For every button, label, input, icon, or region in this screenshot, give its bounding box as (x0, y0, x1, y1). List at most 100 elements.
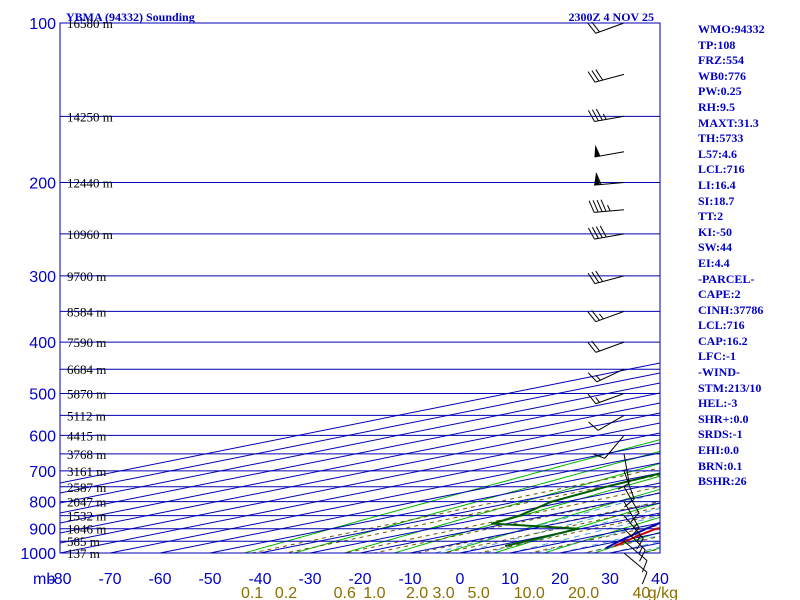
series-layer (491, 472, 660, 550)
index-item: SI:18.7 (698, 193, 735, 208)
wind-barb (588, 414, 625, 431)
mixing-ratio-tick-label: 10.0 (514, 585, 545, 600)
height-label: 3161 m (67, 464, 106, 479)
temperature-tick-label: 0 (456, 571, 465, 588)
wind-barb-flag (587, 342, 597, 353)
temperature-tick-label: -10 (398, 571, 421, 588)
height-label: 14250 m (67, 109, 113, 124)
isotherm (60, 392, 660, 514)
index-item: L57:4.6 (698, 146, 737, 161)
wind-barb-flag (591, 340, 600, 352)
isotherm (60, 382, 660, 504)
wind-barb-flag (587, 110, 595, 122)
wind-barb-flag (596, 199, 603, 212)
index-item: BSHR:26 (698, 474, 747, 489)
wind-barb-flag (587, 227, 595, 240)
height-label: 5112 m (67, 408, 106, 423)
wind-barb (587, 368, 625, 383)
mixing-ratio-tick-label: 3.0 (432, 585, 454, 600)
wind-barb-shaft (595, 310, 625, 323)
wind-barb-shaft (623, 552, 648, 573)
index-item: CAP:16.2 (698, 333, 748, 348)
wind-barb-flag (630, 512, 640, 523)
wind-barb (587, 69, 625, 83)
isotherm (60, 402, 660, 524)
wind-barb-flag (587, 311, 597, 322)
wind-barb-shaft (595, 393, 625, 405)
wind-barb-flag (595, 270, 604, 282)
temperature-tick-label: -70 (98, 571, 121, 588)
wind-barb (587, 225, 625, 240)
isotherm (60, 412, 660, 534)
height-label: 9700 m (67, 269, 106, 284)
height-label: 1046 m (67, 522, 106, 537)
wind-barb-flag (595, 172, 602, 185)
temperature-tick-label: 40 (651, 571, 669, 588)
wind-barb-shaft (594, 151, 625, 158)
index-item: KI:-50 (698, 224, 732, 239)
wind-barb-shaft (597, 414, 625, 431)
mixing-ratio-line (251, 467, 660, 553)
wind-barb (587, 108, 625, 123)
wind-barb-flag (639, 549, 646, 562)
wind-barb (594, 144, 625, 158)
chart-title: YBMA (94332) Sounding (66, 10, 195, 24)
index-item: LI:16.4 (698, 177, 736, 192)
wind-barb-half-flag (636, 535, 642, 542)
wind-barb (623, 528, 646, 562)
temperature-tick-label: -30 (298, 571, 321, 588)
wind-barb-half-flag (595, 375, 601, 381)
wind-barb-flag (595, 69, 604, 81)
index-item: RH:9.5 (698, 99, 735, 114)
wind-barb-shaft (623, 453, 630, 484)
index-item: -PARCEL- (698, 271, 755, 286)
index-item: LCL:716 (698, 318, 745, 333)
wind-barb-flag (591, 109, 599, 122)
wind-barb-shaft (596, 368, 625, 383)
index-item: SRDS:-1 (698, 427, 743, 442)
wind-barb (587, 340, 625, 353)
temperature-tick-label: 10 (501, 571, 519, 588)
temperature-tick-label: -60 (148, 571, 171, 588)
wind-barb-flag (592, 453, 605, 459)
wind-barb-half-flag (607, 204, 611, 212)
mixing-ratio-unit-label: g/kg (648, 585, 678, 600)
wind-barb-shaft (595, 22, 625, 34)
isotherm (109, 442, 660, 553)
wind-barb-flag (587, 372, 598, 383)
wind-barb-flag (599, 225, 607, 238)
pressure-tick-label: 800 (29, 495, 56, 512)
wind-barb-flag (600, 199, 607, 212)
wind-barb-half-flag (595, 397, 600, 403)
wind-barb-flag (587, 272, 596, 284)
mixing-ratio-tick-label: 1.0 (363, 585, 385, 600)
wind-barb-flag (595, 108, 603, 121)
pressure-tick-label: 200 (29, 176, 56, 193)
wind-barb (592, 435, 625, 459)
height-label: 585 m (67, 534, 100, 549)
pressure-tick-label: 500 (29, 386, 56, 403)
wind-barb (587, 270, 625, 285)
wind-barb (617, 453, 630, 490)
wind-barb-flag (587, 71, 596, 83)
wind-barb-shaft (623, 501, 640, 528)
wind-barb-half-flag (599, 313, 604, 320)
index-item: MAXT:31.3 (698, 115, 759, 130)
wind-barb-pennant (594, 172, 601, 186)
mixing-ratio-tick-label: 0.2 (275, 585, 297, 600)
wind-barb-flag (587, 393, 597, 405)
mixing-ratio-tick-label: 40 (632, 585, 650, 600)
wind-barb-flag (641, 572, 648, 585)
wind-barb-shaft (594, 73, 625, 83)
wind-barb-shaft (594, 209, 625, 213)
pressure-tick-label: 400 (29, 335, 56, 352)
index-item: CAPE:2 (698, 287, 741, 302)
height-label: 12440 m (67, 176, 113, 191)
wind-barb-flag (591, 70, 600, 82)
wind-barb (594, 172, 625, 186)
index-item: SHR+:0.0 (698, 411, 749, 426)
index-item: EI:4.4 (698, 255, 730, 270)
wind-barb-flag (588, 421, 599, 431)
isotherm (60, 422, 660, 544)
